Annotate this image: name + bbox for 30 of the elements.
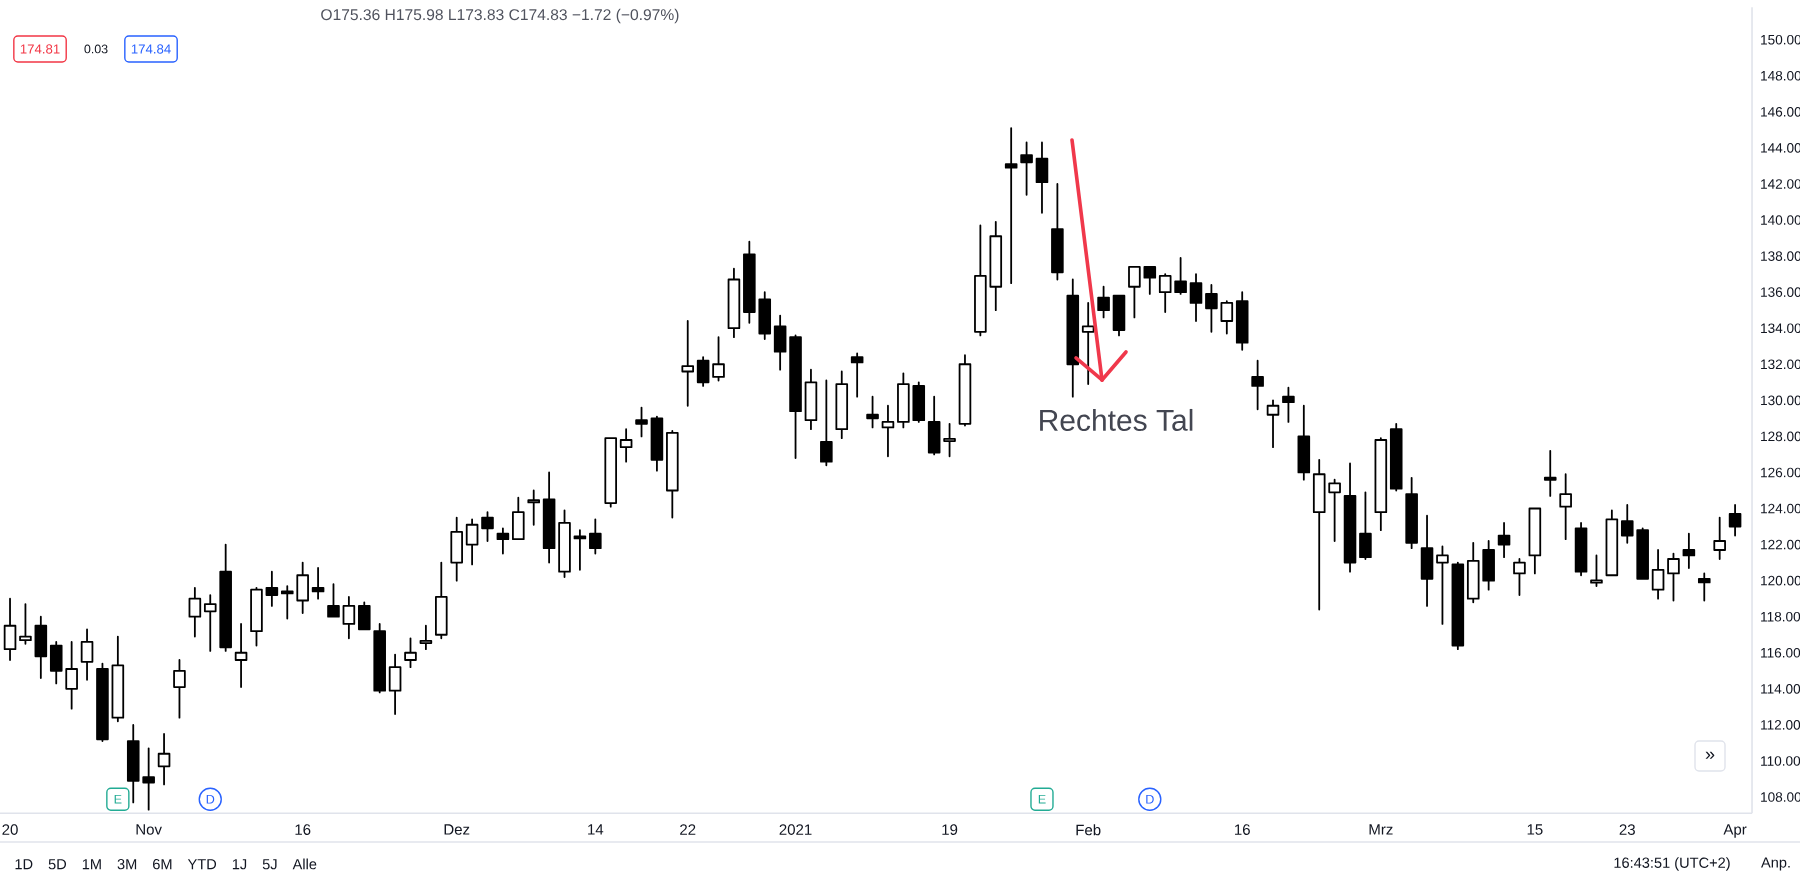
candlestick (1497, 522, 1511, 559)
candlestick (1713, 516, 1726, 560)
candlestick (1004, 127, 1018, 285)
candlestick (850, 352, 864, 398)
candlestick (1559, 473, 1572, 541)
candlestick (958, 354, 972, 427)
candlestick (1543, 449, 1557, 497)
annotation: » (1705, 751, 1715, 759)
candlestick (1266, 399, 1280, 449)
candlestick (1051, 183, 1064, 281)
candlestick (435, 561, 448, 640)
candlestick (1282, 386, 1295, 423)
candlestick (173, 659, 186, 719)
candlestick (404, 637, 417, 669)
candlestick (80, 628, 94, 681)
candlestick (1251, 359, 1264, 411)
candlestick (1405, 476, 1418, 550)
candlestick (1574, 522, 1588, 577)
candlestick (835, 370, 849, 440)
candlestick (234, 623, 248, 688)
annotation: Rechtes Tal (1040, 408, 1193, 431)
candlestick (820, 379, 833, 467)
candlestick (1682, 532, 1696, 569)
candlestick (419, 624, 433, 651)
candlestick (1513, 558, 1526, 596)
candlestick (1297, 404, 1311, 481)
candlestick (157, 733, 171, 786)
candlestick (1697, 572, 1711, 602)
candlestick (1528, 507, 1542, 575)
candlestick (1728, 504, 1742, 537)
